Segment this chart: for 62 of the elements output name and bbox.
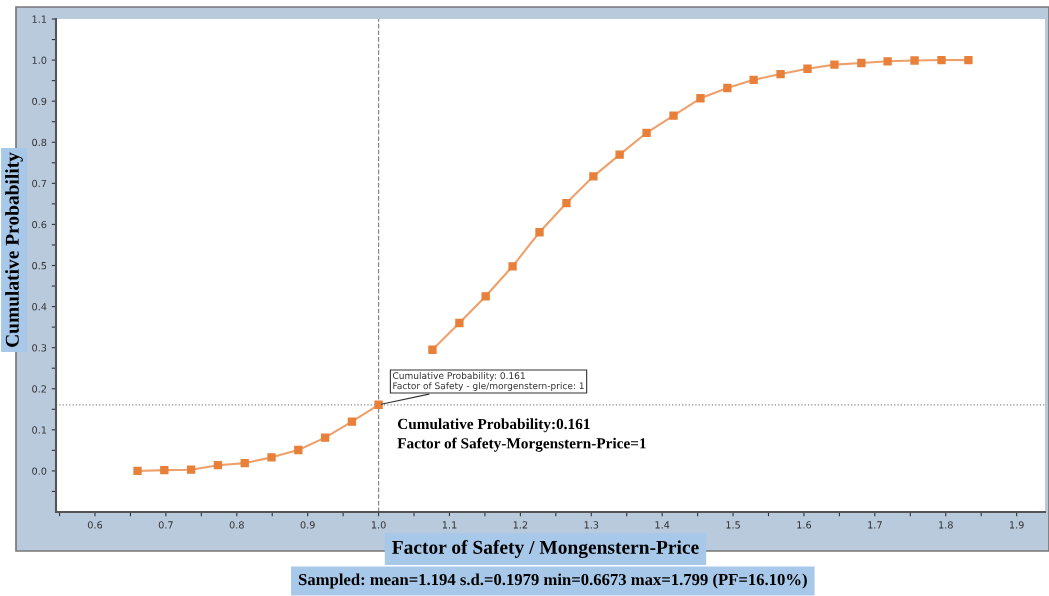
point xyxy=(374,400,383,409)
x-tick-label: 1.9 xyxy=(1009,521,1024,529)
y-tick-label: 0.0 xyxy=(32,467,47,475)
point xyxy=(133,466,142,476)
point xyxy=(347,417,357,426)
y-axis-title: Cumulative Probability xyxy=(5,152,23,347)
point xyxy=(669,111,678,120)
x-tick-label: 0.8 xyxy=(229,521,244,529)
text: Sampled: mean=1.194 s.d.=0.1979 min=0.6673 max=1.799 (PF=16.10%) xyxy=(298,573,807,589)
point xyxy=(830,60,839,69)
point xyxy=(964,55,973,65)
point xyxy=(937,55,946,65)
point xyxy=(589,172,598,181)
point xyxy=(857,58,866,68)
point xyxy=(642,128,651,137)
y-tick-label: 1.0 xyxy=(32,56,47,64)
y-tick-label: 0.5 xyxy=(32,261,47,270)
annotation: Cumulative Probability: 0.161 Factor of Safety - gle/morgenstern-price: 1 xyxy=(392,372,584,391)
x-tick-label: 0.7 xyxy=(158,521,173,529)
point xyxy=(240,458,249,468)
point xyxy=(562,198,571,208)
point xyxy=(749,75,758,84)
point xyxy=(508,262,517,271)
x-tick-label: 1.5 xyxy=(726,521,740,529)
point xyxy=(883,57,892,66)
y-tick-label: 0.7 xyxy=(32,179,47,188)
x-tick-label: 0.6 xyxy=(87,521,103,529)
point xyxy=(455,318,464,328)
x-tick-label: 0.9 xyxy=(300,521,315,529)
point xyxy=(213,460,223,470)
y-tick-label: 0.8 xyxy=(32,138,47,147)
point xyxy=(267,453,276,462)
y-tick-label: 0.2 xyxy=(32,385,46,393)
y-tick-label: 1.1 xyxy=(32,15,47,23)
x-tick-label: 1.7 xyxy=(868,521,882,529)
y-tick-label: 0.9 xyxy=(32,97,47,105)
point xyxy=(481,292,490,301)
x-axis-title: Factor of Safety / Mongenstern-Price xyxy=(392,540,699,558)
point xyxy=(428,345,437,354)
point xyxy=(776,69,785,79)
x-tick-label: 1.6 xyxy=(797,521,812,529)
point xyxy=(294,445,303,455)
x-tick-label: 1.8 xyxy=(939,521,953,529)
y-tick-label: 0.6 xyxy=(32,220,47,229)
x-tick-label: 1.2 xyxy=(513,521,528,529)
point xyxy=(696,94,705,103)
point xyxy=(320,433,330,442)
point xyxy=(910,56,919,65)
point xyxy=(615,150,624,159)
point xyxy=(160,465,169,475)
point xyxy=(723,83,732,93)
annotation: Cumulative Probability:0.161 Factor of Safety-Morgenstern-Price=1 xyxy=(397,418,646,452)
point xyxy=(186,465,196,474)
x-tick-label: 1.1 xyxy=(442,521,457,529)
point xyxy=(535,228,544,237)
y-tick-label: 0.1 xyxy=(32,426,47,434)
x-tick-label: 1.4 xyxy=(655,521,670,529)
point xyxy=(803,64,812,73)
y-tick-label: 0.4 xyxy=(32,303,47,311)
y-tick-label: 0.3 xyxy=(32,344,47,352)
x-tick-label: 1.3 xyxy=(584,521,599,529)
x-tick-label: 1.0 xyxy=(371,521,386,529)
